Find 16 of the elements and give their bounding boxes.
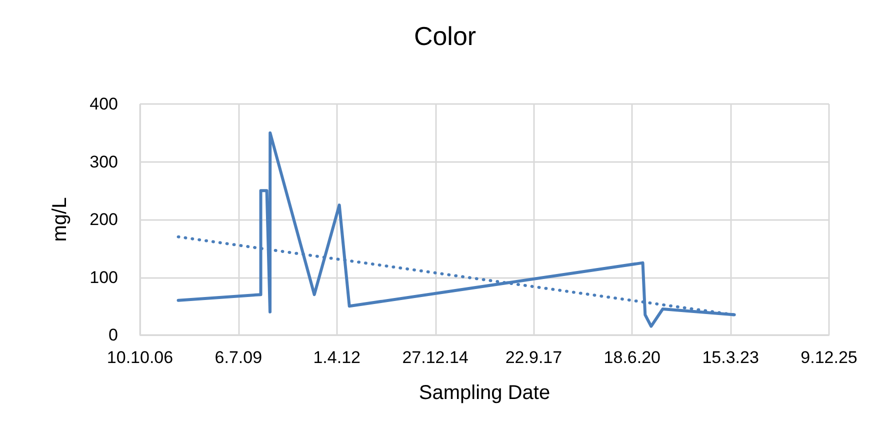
y-tick-label: 400 (90, 94, 118, 114)
y-tick-label: 300 (90, 152, 118, 172)
x-tick-label: 1.4.12 (313, 348, 360, 367)
chart-title: Color (414, 21, 476, 51)
y-axis-title: mg/L (49, 197, 71, 242)
x-tick-label: 15.3.23 (702, 348, 759, 367)
x-tick-label: 10.10.06 (106, 348, 174, 367)
x-tick-label: 9.12.25 (800, 348, 858, 367)
y-tick-label: 0 (108, 326, 118, 344)
x-tick-label: 6.7.09 (214, 348, 262, 367)
x-axis-title: Sampling Date (418, 382, 550, 404)
y-tick-label: 100 (90, 268, 118, 287)
x-tick-label: 22.9.17 (505, 348, 562, 367)
y-tick-label: 200 (90, 210, 118, 229)
x-tick-label: 27.12.14 (402, 348, 468, 367)
x-tick-label: 18.6.20 (604, 348, 661, 367)
